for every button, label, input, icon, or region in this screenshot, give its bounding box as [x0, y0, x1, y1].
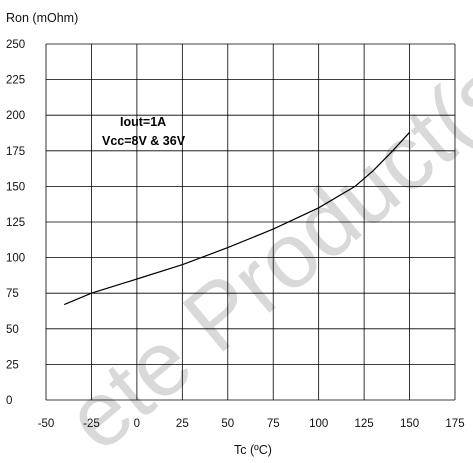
annotation-line-1: Iout=1A [120, 115, 166, 129]
x-tick-label: 50 [221, 418, 234, 430]
y-tick-label: 225 [6, 75, 25, 87]
annotation-line-2: Vcc=8V & 36V [102, 134, 186, 148]
y-tick-label: 75 [6, 288, 19, 300]
y-tick-label: 50 [6, 324, 19, 336]
y-tick-label: 200 [6, 110, 25, 122]
x-tick-label: 150 [400, 418, 419, 430]
y-tick-label: 25 [6, 359, 19, 371]
annotation: Iout=1A Vcc=8V & 36V [102, 115, 186, 148]
x-tick-label: 125 [355, 418, 374, 430]
y-axis-label: Ron (mOhm) [6, 11, 78, 25]
x-tick-label: 75 [267, 418, 280, 430]
tick-labels: -50 -25 0 25 50 75 100 125 150 175 0 25 50 75 100 125 15… [6, 39, 465, 430]
series [63, 131, 411, 306]
axis-labels: Ron (mOhm) Tc (ºC) [6, 11, 272, 457]
watermark-text: ete Product(s) [47, 21, 473, 463]
watermark: ete Product(s) [47, 21, 473, 463]
x-tick-label: 175 [445, 418, 464, 430]
y-tick-label: 125 [6, 217, 25, 229]
y-tick-label: 150 [6, 181, 25, 193]
x-tick-label: -50 [38, 418, 55, 430]
x-tick-label: 0 [134, 418, 140, 430]
y-tick-label: 0 [6, 395, 12, 407]
x-axis-label: Tc (ºC) [234, 443, 272, 457]
y-tick-label: 100 [6, 253, 25, 265]
x-tick-label: 25 [176, 418, 189, 430]
grid [45, 43, 456, 401]
series-line [63, 131, 411, 306]
x-tick-label: -25 [83, 418, 100, 430]
x-tick-label: 100 [309, 418, 328, 430]
y-tick-label: 175 [6, 146, 25, 158]
y-tick-label: 250 [6, 39, 25, 51]
